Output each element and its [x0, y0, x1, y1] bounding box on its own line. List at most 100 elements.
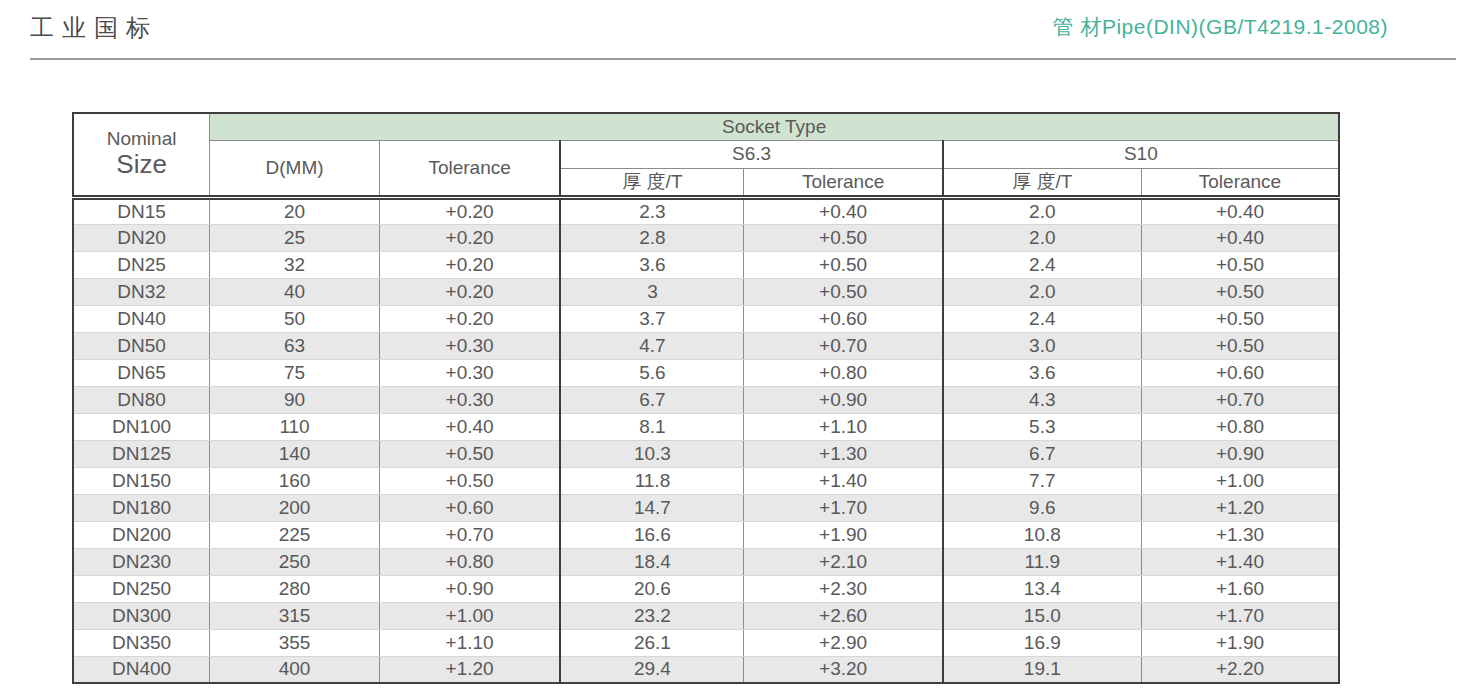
cell-s63-thickness: 23.2 [560, 602, 744, 629]
cell-s10-thickness: 15.0 [943, 602, 1142, 629]
cell-d-tolerance: +0.20 [379, 224, 560, 251]
table-row: DN300315+1.0023.2+2.6015.0+1.70 [73, 602, 1339, 629]
cell-s10-tolerance: +0.40 [1141, 224, 1339, 251]
cell-s63-thickness: 3.7 [560, 305, 744, 332]
table-row: DN125140+0.5010.3+1.306.7+0.90 [73, 440, 1339, 467]
cell-s63-tolerance: +0.50 [744, 278, 943, 305]
cell-s10-thickness: 11.9 [943, 548, 1142, 575]
cell-s10-tolerance: +0.60 [1141, 359, 1339, 386]
cell-s63-tolerance: +0.80 [744, 359, 943, 386]
cell-d-tolerance: +0.20 [379, 251, 560, 278]
cell-s63-thickness: 16.6 [560, 521, 744, 548]
cell-s63-tolerance: +3.20 [744, 656, 943, 683]
cell-s10-tolerance: +0.70 [1141, 386, 1339, 413]
cell-nominal-size: DN50 [73, 332, 210, 359]
table-row: DN8090+0.306.7+0.904.3+0.70 [73, 386, 1339, 413]
table-row: DN2532+0.203.6+0.502.4+0.50 [73, 251, 1339, 278]
cell-s63-thickness: 20.6 [560, 575, 744, 602]
header-row-2: D(MM) Tolerance S6.3 S10 [73, 140, 1339, 168]
cell-s10-tolerance: +0.40 [1141, 197, 1339, 224]
cell-d-mm: 400 [210, 656, 380, 683]
header-s63-thickness: 厚 度/T [560, 168, 744, 197]
cell-s10-tolerance: +0.50 [1141, 251, 1339, 278]
cell-s10-thickness: 3.0 [943, 332, 1142, 359]
cell-d-tolerance: +0.20 [379, 305, 560, 332]
cell-s63-tolerance: +0.90 [744, 386, 943, 413]
cell-s63-tolerance: +1.70 [744, 494, 943, 521]
cell-d-mm: 315 [210, 602, 380, 629]
cell-nominal-size: DN300 [73, 602, 210, 629]
header-s10-tolerance: Tolerance [1141, 168, 1339, 197]
cell-s63-tolerance: +2.90 [744, 629, 943, 656]
cell-s10-tolerance: +0.50 [1141, 305, 1339, 332]
header-socket-type: Socket Type [210, 113, 1339, 140]
cell-s10-thickness: 9.6 [943, 494, 1142, 521]
pipe-table-body: DN1520+0.202.3+0.402.0+0.40DN2025+0.202.… [73, 197, 1339, 683]
cell-s10-tolerance: +2.20 [1141, 656, 1339, 683]
cell-s63-tolerance: +0.70 [744, 332, 943, 359]
cell-s10-tolerance: +1.70 [1141, 602, 1339, 629]
header-s63: S6.3 [560, 140, 942, 168]
cell-nominal-size: DN80 [73, 386, 210, 413]
cell-d-tolerance: +0.50 [379, 440, 560, 467]
cell-s10-tolerance: +1.90 [1141, 629, 1339, 656]
table-row: DN180200+0.6014.7+1.709.6+1.20 [73, 494, 1339, 521]
cell-s10-thickness: 7.7 [943, 467, 1142, 494]
cell-d-mm: 110 [210, 413, 380, 440]
cell-nominal-size: DN125 [73, 440, 210, 467]
cell-nominal-size: DN200 [73, 521, 210, 548]
cell-s10-thickness: 13.4 [943, 575, 1142, 602]
header-nominal-line2: Size [78, 150, 205, 180]
cell-d-tolerance: +1.10 [379, 629, 560, 656]
cell-s63-tolerance: +1.90 [744, 521, 943, 548]
cell-d-mm: 160 [210, 467, 380, 494]
cell-nominal-size: DN400 [73, 656, 210, 683]
cell-d-mm: 40 [210, 278, 380, 305]
cell-d-mm: 200 [210, 494, 380, 521]
cell-s63-thickness: 29.4 [560, 656, 744, 683]
cell-s10-thickness: 2.0 [943, 197, 1142, 224]
table-row: DN3240+0.203+0.502.0+0.50 [73, 278, 1339, 305]
cell-d-mm: 25 [210, 224, 380, 251]
cell-d-mm: 280 [210, 575, 380, 602]
cell-s10-thickness: 2.4 [943, 251, 1142, 278]
cell-s63-thickness: 2.8 [560, 224, 744, 251]
doc-reference-title: 管 材Pipe(DIN)(GB/T4219.1-2008) [1053, 13, 1388, 41]
cell-d-mm: 250 [210, 548, 380, 575]
cell-s10-thickness: 2.4 [943, 305, 1142, 332]
cell-d-tolerance: +0.90 [379, 575, 560, 602]
cell-nominal-size: DN25 [73, 251, 210, 278]
cell-s10-tolerance: +0.90 [1141, 440, 1339, 467]
cell-s63-thickness: 3.6 [560, 251, 744, 278]
cell-s10-thickness: 6.7 [943, 440, 1142, 467]
cell-nominal-size: DN20 [73, 224, 210, 251]
header-s63-tolerance: Tolerance [744, 168, 943, 197]
table-row: DN230250+0.8018.4+2.1011.9+1.40 [73, 548, 1339, 575]
cell-d-mm: 90 [210, 386, 380, 413]
cell-s10-tolerance: +0.50 [1141, 332, 1339, 359]
header-d-mm: D(MM) [210, 140, 380, 197]
cell-d-tolerance: +0.20 [379, 197, 560, 224]
cell-d-mm: 32 [210, 251, 380, 278]
table-row: DN4050+0.203.7+0.602.4+0.50 [73, 305, 1339, 332]
cell-s10-tolerance: +1.40 [1141, 548, 1339, 575]
cell-s63-thickness: 18.4 [560, 548, 744, 575]
cell-d-mm: 20 [210, 197, 380, 224]
cell-s10-thickness: 2.0 [943, 224, 1142, 251]
cell-s10-tolerance: +1.30 [1141, 521, 1339, 548]
table-header: Nominal Size Socket Type D(MM) Tolerance… [73, 113, 1339, 197]
cell-d-tolerance: +0.30 [379, 386, 560, 413]
cell-s10-tolerance: +1.20 [1141, 494, 1339, 521]
cell-s63-tolerance: +1.30 [744, 440, 943, 467]
table-row: DN2025+0.202.8+0.502.0+0.40 [73, 224, 1339, 251]
header-d-tolerance: Tolerance [379, 140, 560, 197]
cell-s63-thickness: 8.1 [560, 413, 744, 440]
table-row: DN200225+0.7016.6+1.9010.8+1.30 [73, 521, 1339, 548]
table-row: DN150160+0.5011.8+1.407.7+1.00 [73, 467, 1339, 494]
cell-s63-tolerance: +0.50 [744, 224, 943, 251]
cell-s63-tolerance: +2.60 [744, 602, 943, 629]
cell-s63-tolerance: +0.60 [744, 305, 943, 332]
cell-s63-thickness: 10.3 [560, 440, 744, 467]
cell-s10-thickness: 5.3 [943, 413, 1142, 440]
header-nominal-line1: Nominal [78, 128, 205, 150]
